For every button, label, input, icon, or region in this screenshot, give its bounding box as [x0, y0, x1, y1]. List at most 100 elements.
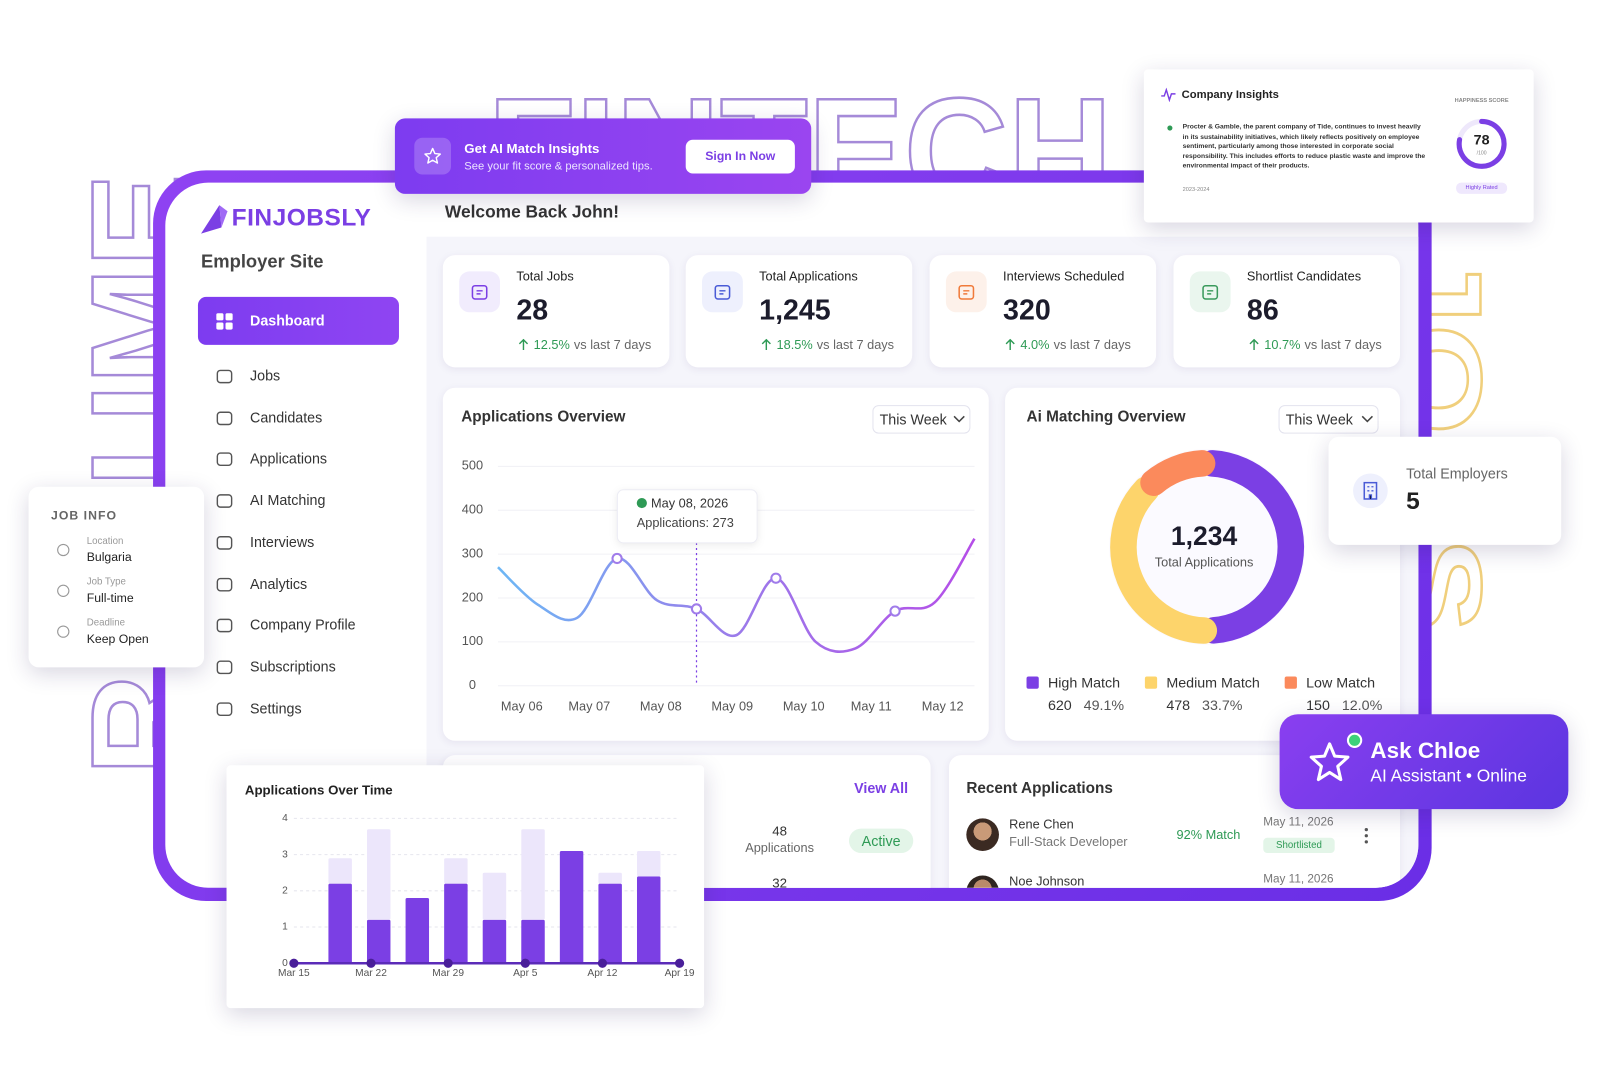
- field-label: Job Type: [86, 576, 126, 588]
- nav-item[interactable]: Candidates: [215, 408, 399, 428]
- period-dropdown[interactable]: This Week: [1278, 405, 1379, 434]
- point-marker: [690, 603, 703, 615]
- nav-icon: [216, 660, 233, 675]
- tooltip-text: Applications: 273: [637, 515, 734, 530]
- star-icon: [1309, 742, 1350, 782]
- card-title: Applications Overview: [461, 408, 626, 426]
- x-tick-label: May 06: [501, 699, 543, 714]
- avatar: [966, 875, 999, 888]
- up-arrow: [518, 338, 529, 350]
- stat-card: Total Jobs 28 12.5% vs last 7 days: [442, 255, 670, 368]
- more-menu[interactable]: [1362, 827, 1370, 845]
- banner-subtitle: See your fit score & personalized tips.: [464, 160, 653, 173]
- legend-label: Low Match: [1306, 675, 1375, 691]
- job-info-title: JOB INFO: [51, 508, 118, 523]
- y-tick-label: 300: [462, 545, 483, 560]
- stat-value: 1,245: [759, 293, 831, 326]
- insights-title: Company Insights: [1181, 88, 1279, 102]
- banner-icon: [414, 137, 452, 175]
- y-tick-label: 1: [282, 922, 288, 933]
- legend-swatch: [1026, 676, 1039, 689]
- tooltip-dot: [636, 497, 647, 509]
- greeting: Welcome Back John!: [444, 202, 620, 222]
- x-tick-label: Apr 19: [665, 968, 695, 979]
- up-arrow: [1249, 338, 1259, 350]
- candidate-name: Rene Chen: [1009, 817, 1074, 832]
- banner: Get AI Match Insights See your fit score…: [394, 118, 812, 194]
- nav-item[interactable]: Analytics: [215, 574, 399, 594]
- x-tick-label: May 11: [851, 699, 892, 714]
- stat-label: Shortlist Candidates: [1246, 269, 1362, 284]
- stat-icon: [1189, 271, 1231, 313]
- applications-overview-card: [442, 387, 989, 741]
- bullet: [1167, 125, 1173, 131]
- up-arrow: [1005, 338, 1015, 350]
- score-ring: [1456, 118, 1507, 169]
- status-pill: Shortlisted: [1263, 837, 1335, 854]
- nav-item-active[interactable]: Dashboard: [197, 296, 399, 345]
- score-value: 78: [1474, 133, 1490, 149]
- sign-in-button[interactable]: Sign In Now: [685, 139, 795, 174]
- nav-icon: [216, 701, 233, 716]
- x-tick-dot: [366, 958, 376, 968]
- bar-segment: [444, 883, 468, 964]
- application-date: May 11, 2026: [1263, 816, 1334, 829]
- status-pill: Active: [848, 828, 914, 854]
- total-employers-card: Total Employers 5: [1328, 436, 1562, 545]
- y-tick-label: 100: [462, 633, 483, 648]
- bar-segment: [482, 872, 507, 920]
- ask-chloe-button[interactable]: Ask Chloe AI Assistant • Online: [1279, 714, 1569, 810]
- change-text: vs last 7 days: [573, 337, 652, 353]
- bar-segment: [636, 876, 661, 964]
- employers-icon: [1353, 473, 1388, 509]
- view-all-link[interactable]: View All: [854, 779, 909, 796]
- x-tick-dot: [674, 958, 685, 968]
- online-dot: [1346, 732, 1363, 748]
- change-text: vs last 7 days: [1053, 337, 1131, 353]
- nav-item[interactable]: Subscriptions: [215, 657, 399, 677]
- tooltip: [616, 489, 758, 544]
- nav-item[interactable]: Interviews: [215, 532, 399, 552]
- x-tick-dot: [443, 958, 453, 968]
- point-marker: [889, 605, 901, 617]
- nav-icon: [216, 618, 233, 633]
- period-dropdown[interactable]: This Week: [872, 405, 971, 434]
- legend-value: 150: [1306, 698, 1330, 714]
- nav-label: Subscriptions: [249, 658, 336, 675]
- nav-item[interactable]: Company Profile: [215, 615, 399, 635]
- bar-segment: [328, 858, 352, 884]
- insights-years: 2023-2024: [1182, 186, 1210, 193]
- nav-icon: [216, 577, 233, 592]
- x-tick-label: Apr 12: [587, 968, 617, 979]
- nav-label: Candidates: [249, 408, 323, 426]
- stat-card: Total Applications 1,245 18.5% vs last 7 da…: [685, 255, 913, 368]
- field-icon: [57, 543, 70, 557]
- stat-change: 12.5% vs last 7 days: [534, 338, 652, 352]
- nav-label: Company Profile: [249, 616, 356, 633]
- nav-item[interactable]: Jobs: [215, 366, 399, 386]
- x-tick-label: May 09: [711, 699, 753, 714]
- legend-share: 49.1%: [1084, 698, 1125, 714]
- card-title: Recent Applications: [966, 779, 1113, 797]
- bar-segment: [444, 858, 468, 884]
- x-tick-label: Mar 29: [432, 968, 464, 979]
- nav-label: Interviews: [249, 533, 315, 550]
- legend-label: High Match: [1048, 675, 1120, 691]
- stat-change: 10.7% vs last 7 days: [1264, 338, 1382, 352]
- x-tick-label: May 07: [568, 699, 610, 714]
- field-label: Deadline: [86, 617, 125, 629]
- bar-segment: [521, 919, 545, 964]
- field-value: Bulgaria: [86, 549, 132, 565]
- field-label: Location: [86, 535, 124, 547]
- field-icon: [57, 584, 70, 597]
- nav-icon: [216, 369, 233, 384]
- brand-subtitle: Employer Site: [201, 251, 324, 272]
- nav-item[interactable]: AI Matching: [215, 491, 399, 511]
- bar-segment: [636, 850, 661, 877]
- legend-swatch: [1284, 676, 1297, 689]
- nav-item[interactable]: Applications: [215, 449, 399, 469]
- nav-icon: [216, 494, 233, 508]
- legend-share: 12.0%: [1342, 698, 1383, 714]
- nav-item[interactable]: Settings: [215, 699, 399, 719]
